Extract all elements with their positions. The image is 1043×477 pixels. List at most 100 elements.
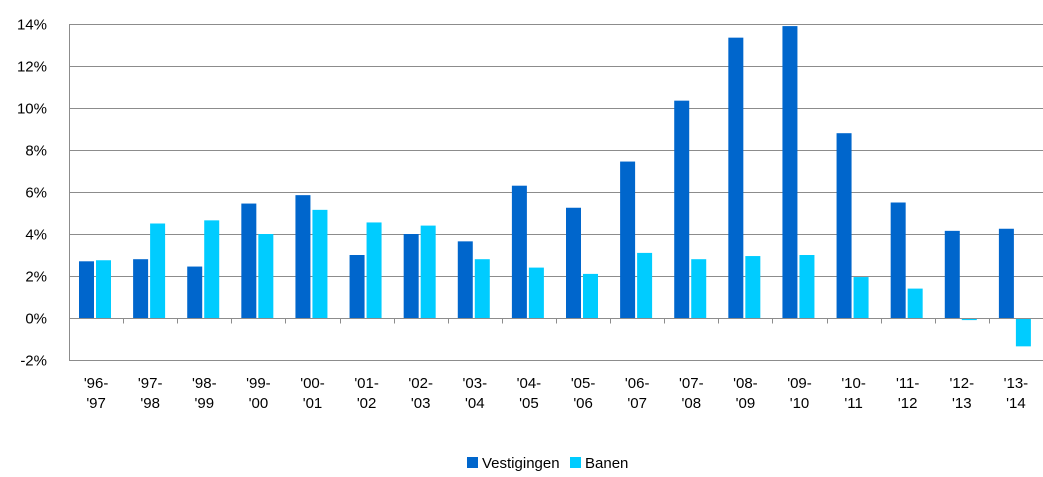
x-tick-label-line: '05-	[571, 375, 596, 392]
legend: Vestigingen Banen	[467, 455, 628, 472]
bar-banen-7	[474, 259, 490, 318]
x-tick-label: '04- '05	[517, 375, 542, 412]
bar-banen-14	[853, 277, 869, 318]
x-tick-label: '12- '13	[950, 375, 975, 412]
bar-banen-11	[691, 259, 707, 318]
bar-vestigingen-4	[295, 195, 311, 318]
bar-vestigingen-16	[944, 230, 960, 318]
x-tick-label-line: '06-	[625, 375, 650, 392]
x-tick-label-line: '97	[86, 395, 106, 412]
x-tick-label-line: '06	[573, 395, 593, 412]
x-tick-label-line: '02	[357, 395, 377, 412]
x-tick-label-line: '04	[465, 395, 485, 412]
y-tick-label: 0%	[25, 311, 47, 328]
y-tick-label: 14%	[17, 17, 47, 34]
legend-swatch-vestigingen	[467, 457, 478, 468]
x-tick-label-line: '98-	[192, 375, 217, 392]
x-tick-label-line: '08	[682, 395, 702, 412]
x-tick-label: '00- '01	[300, 375, 325, 412]
x-tick-label-line: '07	[627, 395, 647, 412]
gridlines	[69, 24, 1043, 361]
bar-banen-10	[637, 252, 653, 318]
x-tick-label: '10- '11	[841, 375, 866, 412]
legend-label-vestigingen: Vestigingen	[482, 455, 560, 472]
x-tick-label-line: '96-	[84, 375, 109, 392]
legend-swatch-banen	[570, 457, 581, 468]
bar-vestigingen-14	[836, 133, 852, 318]
x-tick-label-line: '08-	[733, 375, 758, 392]
bar-vestigingen-9	[566, 207, 581, 318]
bar-banen-0	[96, 260, 111, 318]
x-tick-label-line: '14	[1006, 395, 1026, 412]
bar-vestigingen-5	[349, 255, 365, 318]
x-tick-label: '99- '00	[246, 375, 271, 412]
x-tick-label-line: '13-	[1004, 375, 1029, 392]
bar-vestigingen-10	[620, 161, 636, 318]
y-tick-label: 10%	[17, 101, 47, 118]
x-tick-label-line: '10-	[841, 375, 866, 392]
bar-vestigingen-11	[674, 100, 690, 319]
x-tick-label: '01- '02	[354, 375, 379, 412]
x-tick-label-line: '07-	[679, 375, 704, 392]
bar-banen-16	[961, 318, 977, 321]
x-tick-label-line: '98	[140, 395, 160, 412]
bar-banen-4	[312, 209, 328, 318]
x-tick-label-line: '09-	[787, 375, 812, 392]
bar-banen-6	[420, 225, 436, 318]
bar-vestigingen-2	[187, 266, 203, 318]
bar-banen-8	[528, 267, 544, 318]
bar-banen-3	[258, 234, 274, 318]
bar-banen-17	[1015, 318, 1031, 347]
y-tick-label: 6%	[25, 185, 47, 202]
x-tick-label-line: '04-	[517, 375, 542, 392]
bar-banen-13	[799, 255, 815, 318]
axes	[69, 24, 1043, 360]
x-tick-label: '13- '14	[1004, 375, 1029, 412]
bar-banen-9	[583, 273, 598, 318]
x-tick-labels: '96-'97'97-'98'98-'99'99-'00'00-'01'01-'…	[84, 375, 1028, 412]
y-tick-label: 8%	[25, 143, 47, 160]
y-tick-labels: 14% 12% 10% 8% 6% 4% 2% 0% -2%	[17, 17, 47, 370]
x-tick-label-line: '09	[736, 395, 756, 412]
x-tick-label: '07- '08	[679, 375, 704, 412]
bars	[79, 26, 1031, 347]
x-tick-label: '96- '97	[84, 375, 109, 412]
x-tick-label-line: '00-	[300, 375, 325, 392]
x-tick-label-line: '99-	[246, 375, 271, 392]
x-tick-label-line: '10	[790, 395, 810, 412]
bar-banen-15	[907, 288, 923, 318]
bar-banen-1	[150, 223, 166, 318]
x-tick-label-line: '12	[898, 395, 918, 412]
bar-vestigingen-17	[998, 228, 1014, 318]
x-tick-label-line: '97-	[138, 375, 163, 392]
bar-vestigingen-6	[403, 234, 419, 318]
y-tick-label: 12%	[17, 59, 47, 76]
x-tick-label-line: '03-	[463, 375, 488, 392]
x-tick-label-line: '01-	[354, 375, 379, 392]
bar-banen-2	[204, 220, 220, 318]
legend-label-banen: Banen	[585, 455, 628, 472]
y-tick-label: -2%	[20, 353, 47, 370]
x-tick-label: '09- '10	[787, 375, 812, 412]
bar-banen-12	[745, 256, 761, 318]
x-tick-label: '02- '03	[408, 375, 433, 412]
x-tick-label-line: '11-	[896, 375, 919, 392]
bar-vestigingen-1	[133, 259, 149, 318]
x-tick-label-line: '00	[249, 395, 269, 412]
x-tick-label-line: '12-	[950, 375, 975, 392]
bar-vestigingen-7	[457, 241, 473, 318]
x-tick-label-line: '05	[519, 395, 539, 412]
x-tick-label: '98- '99	[192, 375, 217, 412]
x-tick-label: '11- '12	[896, 375, 919, 412]
bar-vestigingen-15	[890, 202, 906, 318]
x-tick-label-line: '02-	[408, 375, 433, 392]
x-tick-label-line: '11	[844, 395, 862, 412]
x-tick-label: '03- '04	[463, 375, 488, 412]
x-tick-label-line: '03	[411, 395, 431, 412]
x-tick-label-line: '99	[195, 395, 215, 412]
x-tick-label-line: '01	[303, 395, 323, 412]
y-tick-label: 4%	[25, 227, 47, 244]
bar-vestigingen-8	[511, 185, 527, 318]
